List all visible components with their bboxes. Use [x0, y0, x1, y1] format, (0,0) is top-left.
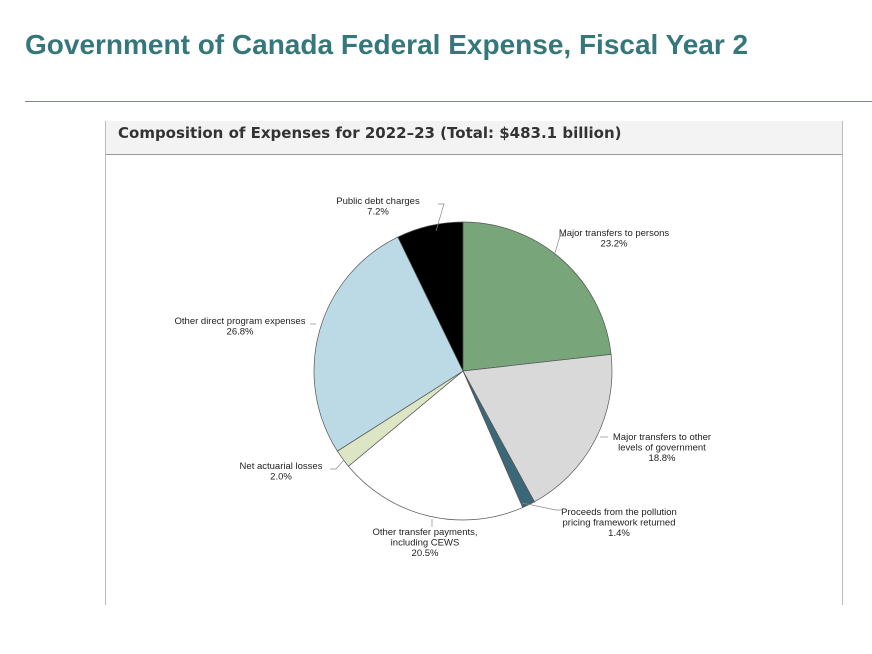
slice-percent-label: 23.2% — [601, 239, 628, 250]
slice-label: Other direct program expenses — [175, 316, 306, 327]
slice-label: Major transfers to persons — [559, 228, 670, 239]
slice-label: pricing framework returned — [563, 518, 676, 529]
slice-percent-label: 18.8% — [649, 453, 676, 464]
leader-line — [330, 459, 345, 470]
chart-panel-header: Composition of Expenses for 2022–23 (Tot… — [106, 121, 842, 155]
page-title: Government of Canada Federal Expense, Fi… — [25, 29, 749, 60]
slice-label: including CEWS — [391, 538, 460, 549]
slice-percent-label: 1.4% — [608, 528, 630, 539]
pie-slice — [462, 354, 613, 503]
slice-label: Other transfer payments, — [372, 527, 477, 538]
pie-slice — [347, 370, 524, 521]
slice-percent-label: 2.0% — [270, 472, 292, 483]
slice-label: Net actuarial losses — [240, 461, 323, 472]
slice-percent-label: 20.5% — [412, 548, 439, 559]
slice-label: levels of government — [618, 443, 706, 454]
title-divider — [25, 101, 872, 102]
slice-label: Public debt charges — [336, 196, 420, 207]
slice-percent-label: 26.8% — [227, 327, 254, 338]
leader-line — [551, 235, 566, 264]
leader-line — [435, 203, 445, 232]
chart-panel: Composition of Expenses for 2022–23 (Tot… — [105, 121, 843, 605]
pie-slice — [313, 236, 464, 452]
leader-line — [521, 502, 562, 511]
pie-slice — [462, 221, 612, 372]
slice-label: Major transfers to other — [613, 432, 711, 443]
slice-percent-label: 7.2% — [367, 207, 389, 218]
chart-title: Composition of Expenses for 2022–23 (Tot… — [118, 124, 622, 142]
slice-label: Proceeds from the pollution — [561, 507, 677, 518]
pie-slice — [397, 221, 464, 372]
